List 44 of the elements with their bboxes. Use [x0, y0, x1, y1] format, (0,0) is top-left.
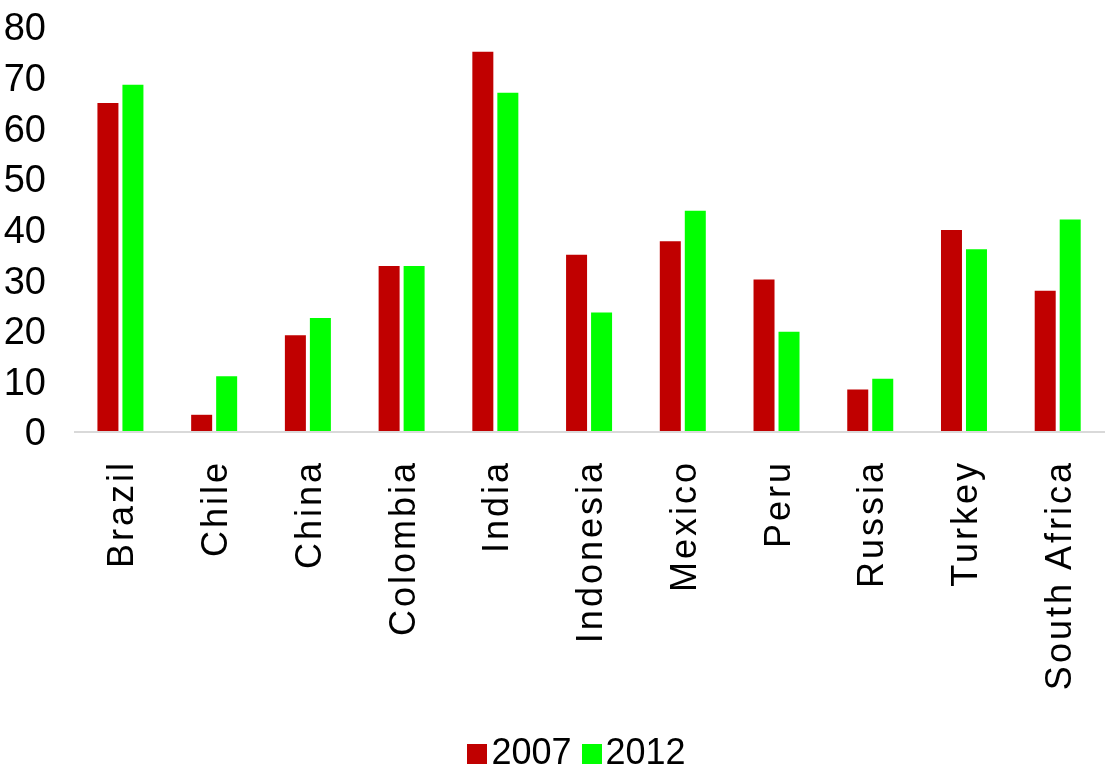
legend-label: 2012 — [605, 731, 686, 772]
bar — [472, 51, 494, 432]
bar — [965, 249, 987, 432]
bar — [659, 241, 681, 432]
y-tick-label: 60 — [3, 107, 46, 150]
bar — [566, 254, 588, 432]
y-tick-label: 20 — [3, 310, 46, 353]
y-tick-label: 50 — [3, 158, 46, 201]
y-tick-label: 30 — [3, 259, 46, 302]
x-tick-label: Peru — [756, 460, 798, 549]
bar — [403, 265, 425, 432]
bar — [191, 414, 213, 432]
bar — [940, 230, 962, 432]
y-tick-label: 10 — [3, 360, 46, 403]
bar — [872, 378, 894, 432]
legend-label: 2007 — [491, 731, 572, 772]
bar — [284, 335, 306, 432]
x-tick-label: Mexico — [662, 460, 704, 593]
x-tick-label: Colombia — [381, 460, 423, 637]
bar — [97, 102, 119, 432]
bar — [778, 331, 800, 432]
bar — [591, 312, 613, 432]
x-tick-label: China — [287, 460, 329, 570]
y-tick-label: 0 — [24, 411, 46, 454]
bar — [122, 84, 144, 432]
x-tick-label: Turkey — [944, 460, 986, 587]
bar — [684, 210, 706, 432]
bar — [216, 376, 238, 432]
y-tick-label: 80 — [3, 6, 46, 49]
bar — [1059, 219, 1081, 432]
bar — [497, 92, 519, 432]
x-tick-label: Brazil — [100, 460, 142, 569]
x-tick-label: Russia — [850, 460, 892, 589]
y-tick-label: 40 — [3, 208, 46, 251]
bar — [847, 389, 869, 432]
bar — [378, 265, 400, 432]
x-tick-label: India — [475, 460, 517, 554]
y-tick-label: 70 — [3, 57, 46, 100]
x-tick-label: Chile — [194, 460, 236, 558]
x-tick-label: South Africa — [1037, 460, 1079, 691]
bar — [753, 279, 775, 432]
bar — [309, 318, 331, 432]
x-tick-label: Indonesia — [569, 460, 611, 644]
bar — [1034, 290, 1056, 432]
